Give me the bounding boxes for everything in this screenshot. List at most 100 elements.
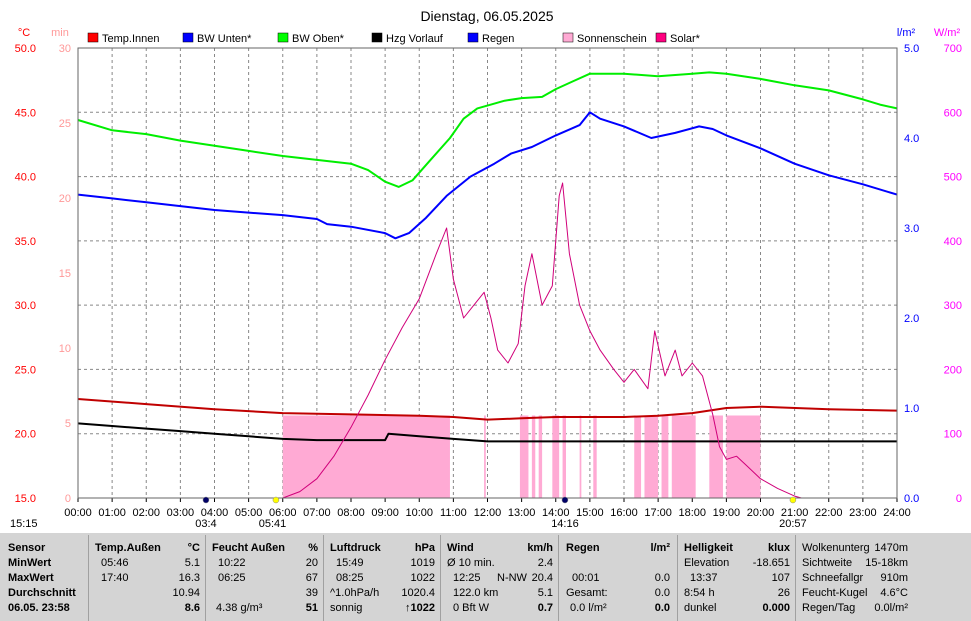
x-tick-label: 00:00 (64, 507, 92, 519)
stats-temp-min: 5.1 (184, 557, 200, 569)
stats-temp-unit: °C (187, 542, 200, 554)
sun-marker-icon (202, 496, 210, 504)
stats-luft-forecast: sonnig (330, 602, 363, 614)
stats-extra-value: 0.0l/m² (874, 602, 908, 614)
stats-wind-unit: km/h (527, 542, 553, 554)
y-axis-unit-rain: l/m² (897, 27, 916, 39)
legend-swatch (655, 32, 667, 43)
stats-wind-avg-label: Ø 10 min. (447, 557, 495, 569)
sunshine-bar (726, 415, 761, 498)
sun-marker-icon (272, 496, 280, 504)
stats-luft-current: ↑1022 (405, 602, 435, 614)
x-tick-label: 22:00 (815, 507, 843, 519)
stats-hell-state: dunkel (684, 602, 717, 614)
stats-extra-value: 1470m (874, 542, 908, 554)
x-tick-label: 14:00 (542, 507, 570, 519)
stats-temp-header: Temp.Außen (95, 542, 161, 554)
y-tick-label-temp: 15.0 (15, 493, 36, 505)
x-tick-label: 03:00 (167, 507, 195, 519)
y-tick-label-solar: 200 (944, 364, 962, 376)
stats-feucht-current: 51 (305, 602, 318, 614)
stats-sensor-header: Sensor (8, 542, 46, 554)
legend-swatch (277, 32, 289, 43)
legend-swatch (182, 32, 194, 43)
stats-luft-max-time: 08:25 (336, 572, 364, 584)
y-tick-label-rain: 3.0 (904, 223, 919, 235)
sunshine-bar (562, 415, 566, 498)
y-tick-label-min: 15 (59, 268, 71, 280)
stats-luft-min: 1019 (410, 557, 435, 569)
stats-hell-avg: 26 (777, 587, 790, 599)
stats-extra-label: Sichtweite (802, 557, 853, 569)
series-line-temp-innen (77, 398, 898, 421)
stats-extra-value: 15-18km (865, 557, 908, 569)
stats-temp-avg: 10.94 (172, 587, 200, 599)
legend-swatch (562, 32, 574, 43)
legend-swatch (467, 32, 479, 43)
y-axis-unit-solar: W/m² (934, 27, 961, 39)
x-tick-label: 24:00 (883, 507, 911, 519)
stats-hell-max-time: 13:37 (690, 572, 718, 584)
sunshine-bars (282, 415, 761, 498)
stats-hell-current: 0.000 (762, 602, 790, 614)
plot-frame (77, 47, 898, 499)
x-tick-label: 13:00 (508, 507, 536, 519)
stats-row-label: 06.05. 23:58 (8, 602, 70, 614)
sunshine-bar (519, 415, 529, 498)
stats-temp-current: 8.6 (184, 602, 200, 614)
stats-temp-col: Temp.Außen °C 05:46 5.1 17:40 16.3 10.94… (95, 537, 200, 621)
sunshine-bar (661, 415, 669, 498)
stats-extra-label: Feucht-Kugel (802, 587, 868, 599)
stats-luft-col: Luftdruck hPa 15:49 1019 08:25 1022 ^1.0… (330, 537, 435, 621)
stats-hell-col: Helligkeit klux Elevation -18.651 13:37 … (684, 537, 790, 621)
stats-regen-header: Regen (566, 542, 600, 554)
stats-panel: Sensor MinWert MaxWert Durchschnitt 06.0… (0, 531, 971, 621)
stats-row-label: Durchschnitt (8, 587, 76, 599)
stats-wind-mean: 5.1 (537, 587, 553, 599)
sunshine-bar (709, 415, 723, 498)
stats-extra-col: Wolkenunterg 1470m Sichtweite 15-18km Sc… (802, 537, 908, 621)
sunshine-bar (644, 415, 659, 498)
axes: 00:00 01:00 02:00 03:00 04:00 05:00 06:00 07:00… (15, 27, 962, 519)
legend-swatch (371, 32, 383, 43)
y-tick-label-rain: 4.0 (904, 133, 919, 145)
stats-extra-label: Regen/Tag (802, 602, 856, 614)
weather-chart: Dienstag, 06.05.2025 00:00 01:00 02:00 03:0… (10, 8, 962, 530)
x-tick-label: 02:00 (132, 507, 160, 519)
y-tick-label-temp: 40.0 (15, 172, 36, 184)
y-tick-label-temp: 25.0 (15, 364, 36, 376)
stats-hell-max: 107 (771, 572, 790, 584)
y-tick-label-min: 0 (65, 493, 71, 505)
stats-wind-run: 122.0 km (453, 587, 499, 599)
stats-hell-elev: -18.651 (752, 557, 790, 569)
time-marker-label: 03:4 (195, 518, 216, 530)
stats-wind-bft: 0 Bft W (453, 602, 490, 614)
time-marker-label: 15:15 (10, 518, 38, 530)
stats-regen-col: Regen l/m² 00:01 0.0 Gesamt: 0.0 0.0 l/m… (566, 537, 670, 621)
stats-row-label: MinWert (8, 557, 52, 569)
stats-feucht-avg: 39 (305, 587, 318, 599)
chart-title: Dienstag, 06.05.2025 (420, 8, 553, 24)
y-tick-label-rain: 2.0 (904, 313, 919, 325)
x-tick-label: 16:00 (610, 507, 638, 519)
y-tick-label-solar: 400 (944, 236, 962, 248)
sunshine-bar (579, 415, 582, 498)
legend-label: Sonnenschein (577, 33, 647, 45)
x-tick-label: 05:00 (235, 507, 263, 519)
x-tick-label: 23:00 (849, 507, 877, 519)
x-tick-label: 12:00 (474, 507, 502, 519)
x-tick-label: 21:00 (781, 507, 809, 519)
stats-luft-trend: ^1.0hPa/h (330, 587, 380, 599)
y-tick-label-solar: 700 (944, 43, 962, 55)
time-marker-label: 14:16 (551, 518, 579, 530)
sunshine-bar (671, 415, 696, 498)
stats-row-label: MaxWert (8, 572, 54, 584)
time-markers: 15:15 03:4 05:41 14:16 20:57 (10, 496, 807, 530)
stats-extra-label: Schneefallgr (802, 572, 864, 584)
legend-label: Regen (482, 33, 514, 45)
series-line-hzg-vorlauf (77, 422, 897, 443)
time-marker-label: 05:41 (259, 518, 287, 530)
sunshine-bar (484, 415, 486, 498)
stats-wind-dir: N-NW (497, 572, 527, 584)
stats-regen-rate: 0.0 l/m² (570, 602, 607, 614)
